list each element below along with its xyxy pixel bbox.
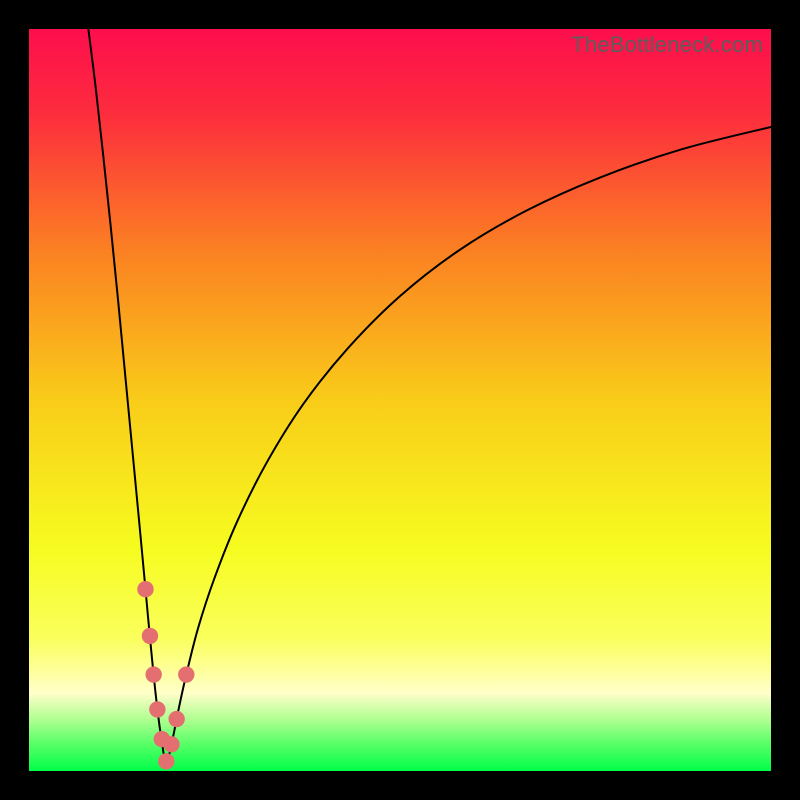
watermark-text: TheBottleneck.com bbox=[571, 32, 763, 58]
datapoint-marker bbox=[142, 628, 158, 644]
datapoint-marker bbox=[163, 736, 179, 752]
datapoint-marker bbox=[137, 581, 153, 597]
plot-svg bbox=[29, 29, 771, 771]
plot-area bbox=[29, 29, 771, 771]
datapoint-marker bbox=[178, 666, 194, 682]
datapoint-marker bbox=[145, 666, 161, 682]
chart-frame: TheBottleneck.com bbox=[0, 0, 800, 800]
curve-left-branch bbox=[88, 29, 166, 767]
datapoint-marker bbox=[158, 753, 174, 769]
datapoint-marker bbox=[168, 711, 184, 727]
curve-right-branch bbox=[166, 127, 771, 767]
datapoint-marker bbox=[149, 701, 165, 717]
